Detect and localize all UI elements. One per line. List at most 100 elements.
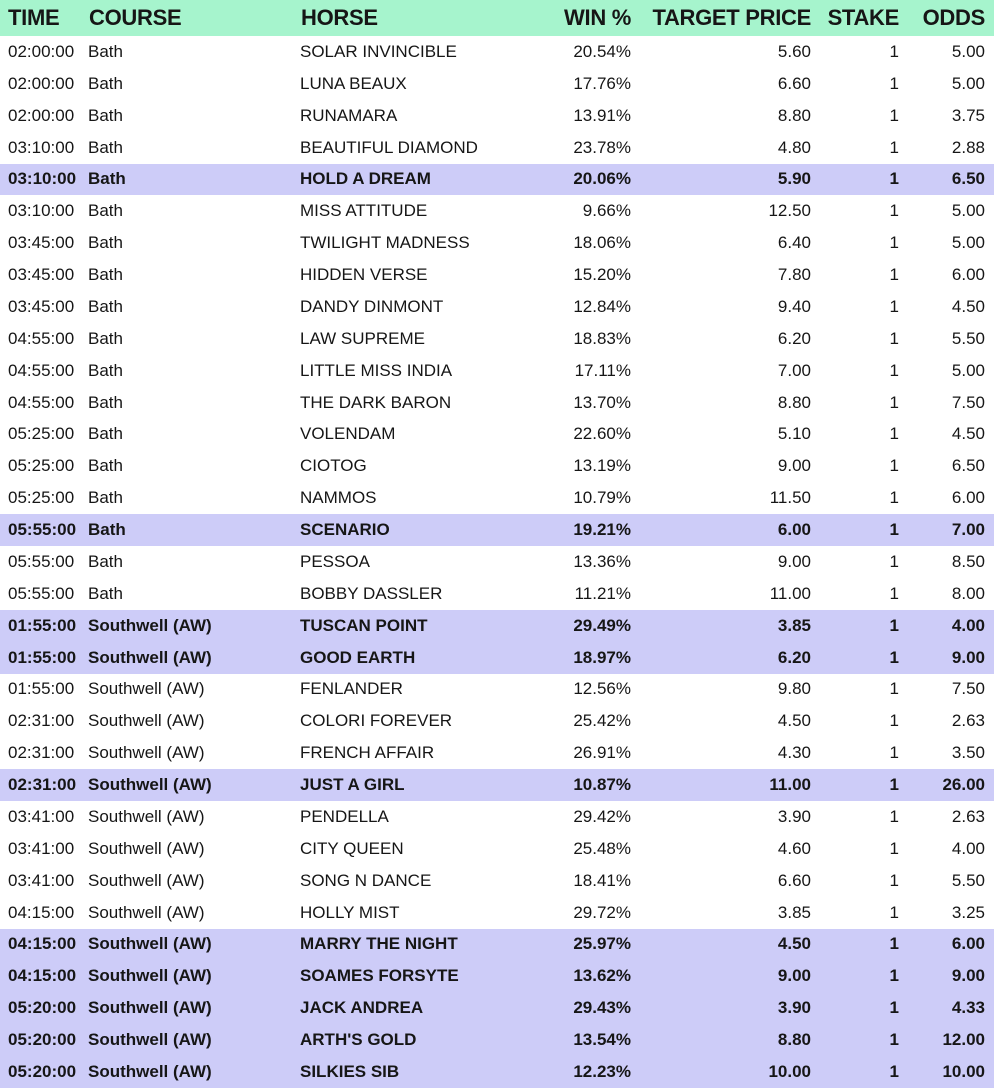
cell-horse[interactable]: ARTH'S GOLD bbox=[300, 1030, 417, 1050]
cell-horse[interactable]: BEAUTIFUL DIAMOND bbox=[300, 137, 478, 157]
cell-odds[interactable]: 12.00 bbox=[942, 1030, 985, 1050]
cell-odds[interactable]: 3.50 bbox=[951, 743, 985, 763]
cell-stake[interactable]: 1 bbox=[889, 392, 899, 412]
cell-stake[interactable]: 1 bbox=[889, 520, 899, 540]
cell-horse[interactable]: BOBBY DASSLER bbox=[300, 583, 443, 603]
cell-course[interactable]: Southwell (AW) bbox=[88, 1061, 212, 1081]
cell-target-price[interactable]: 6.60 bbox=[777, 870, 811, 890]
cell-odds[interactable]: 6.00 bbox=[951, 488, 985, 508]
cell-target-price[interactable]: 3.90 bbox=[777, 998, 811, 1018]
cell-time[interactable]: 02:31:00 bbox=[8, 711, 75, 731]
cell-course[interactable]: Southwell (AW) bbox=[88, 998, 212, 1018]
cell-stake[interactable]: 1 bbox=[889, 551, 899, 571]
cell-target-price[interactable]: 7.00 bbox=[777, 360, 811, 380]
cell-stake[interactable]: 1 bbox=[889, 743, 899, 763]
cell-course[interactable]: Bath bbox=[88, 583, 123, 603]
cell-horse[interactable]: MARRY THE NIGHT bbox=[300, 934, 458, 954]
cell-odds[interactable]: 7.50 bbox=[951, 679, 985, 699]
cell-stake[interactable]: 1 bbox=[889, 583, 899, 603]
cell-win-pct[interactable]: 25.42% bbox=[573, 711, 631, 731]
cell-course[interactable]: Southwell (AW) bbox=[88, 647, 212, 667]
cell-target-price[interactable]: 9.00 bbox=[777, 966, 811, 986]
cell-horse[interactable]: GOOD EARTH bbox=[300, 647, 416, 667]
cell-win-pct[interactable]: 20.54% bbox=[573, 41, 631, 61]
cell-stake[interactable]: 1 bbox=[889, 870, 899, 890]
cell-time[interactable]: 03:10:00 bbox=[8, 137, 75, 157]
cell-stake[interactable]: 1 bbox=[889, 296, 899, 316]
cell-time[interactable]: 02:31:00 bbox=[8, 743, 75, 763]
cell-time[interactable]: 02:31:00 bbox=[8, 775, 77, 795]
cell-odds[interactable]: 8.50 bbox=[951, 551, 985, 571]
cell-horse[interactable]: TUSCAN POINT bbox=[300, 615, 428, 635]
cell-win-pct[interactable]: 25.48% bbox=[573, 838, 631, 858]
cell-win-pct[interactable]: 12.84% bbox=[573, 296, 631, 316]
cell-horse[interactable]: JACK ANDREA bbox=[300, 998, 424, 1018]
cell-horse[interactable]: HOLLY MIST bbox=[300, 902, 400, 922]
cell-horse[interactable]: DANDY DINMONT bbox=[300, 296, 444, 316]
cell-stake[interactable]: 1 bbox=[889, 201, 899, 221]
cell-win-pct[interactable]: 23.78% bbox=[573, 137, 631, 157]
cell-target-price[interactable]: 9.80 bbox=[777, 679, 811, 699]
cell-course[interactable]: Southwell (AW) bbox=[88, 743, 205, 763]
cell-course[interactable]: Southwell (AW) bbox=[88, 934, 212, 954]
cell-win-pct[interactable]: 9.66% bbox=[582, 201, 631, 221]
cell-time[interactable]: 03:41:00 bbox=[8, 806, 75, 826]
cell-win-pct[interactable]: 29.49% bbox=[573, 615, 631, 635]
cell-win-pct[interactable]: 13.19% bbox=[573, 456, 631, 476]
col-header-target-price[interactable]: TARGET PRICE bbox=[652, 5, 811, 30]
cell-odds[interactable]: 2.88 bbox=[951, 137, 985, 157]
cell-course[interactable]: Bath bbox=[88, 201, 123, 221]
cell-time[interactable]: 03:45:00 bbox=[8, 233, 75, 253]
cell-time[interactable]: 03:45:00 bbox=[8, 265, 75, 285]
col-header-win-pct[interactable]: WIN % bbox=[564, 5, 631, 30]
cell-time[interactable]: 04:55:00 bbox=[8, 392, 75, 412]
cell-odds[interactable]: 5.00 bbox=[951, 360, 985, 380]
cell-target-price[interactable]: 4.30 bbox=[777, 743, 811, 763]
cell-target-price[interactable]: 3.90 bbox=[777, 806, 811, 826]
cell-horse[interactable]: SOLAR INVINCIBLE bbox=[300, 41, 457, 61]
cell-horse[interactable]: HIDDEN VERSE bbox=[300, 265, 428, 285]
cell-target-price[interactable]: 4.80 bbox=[777, 137, 811, 157]
cell-target-price[interactable]: 8.80 bbox=[777, 1030, 811, 1050]
cell-horse[interactable]: FENLANDER bbox=[300, 679, 403, 699]
cell-time[interactable]: 02:00:00 bbox=[8, 41, 75, 61]
cell-target-price[interactable]: 8.80 bbox=[777, 105, 811, 125]
cell-horse[interactable]: JUST A GIRL bbox=[300, 775, 405, 795]
cell-time[interactable]: 05:20:00 bbox=[8, 1061, 77, 1081]
cell-course[interactable]: Bath bbox=[88, 392, 123, 412]
cell-time[interactable]: 01:55:00 bbox=[8, 615, 77, 635]
cell-horse[interactable]: LUNA BEAUX bbox=[300, 73, 407, 93]
cell-horse[interactable]: HOLD A DREAM bbox=[300, 169, 431, 189]
cell-odds[interactable]: 6.50 bbox=[951, 169, 985, 189]
cell-stake[interactable]: 1 bbox=[889, 169, 899, 189]
cell-odds[interactable]: 7.00 bbox=[951, 520, 985, 540]
cell-target-price[interactable]: 3.85 bbox=[777, 902, 811, 922]
cell-win-pct[interactable]: 18.83% bbox=[573, 328, 631, 348]
cell-stake[interactable]: 1 bbox=[889, 73, 899, 93]
cell-target-price[interactable]: 7.80 bbox=[777, 265, 811, 285]
cell-course[interactable]: Bath bbox=[88, 488, 123, 508]
cell-horse[interactable]: LITTLE MISS INDIA bbox=[300, 360, 453, 380]
cell-course[interactable]: Southwell (AW) bbox=[88, 1030, 212, 1050]
cell-horse[interactable]: TWILIGHT MADNESS bbox=[300, 233, 470, 253]
cell-horse[interactable]: THE DARK BARON bbox=[300, 392, 452, 412]
cell-course[interactable]: Southwell (AW) bbox=[88, 966, 212, 986]
cell-win-pct[interactable]: 29.42% bbox=[573, 806, 631, 826]
cell-course[interactable]: Southwell (AW) bbox=[88, 615, 212, 635]
cell-stake[interactable]: 1 bbox=[889, 424, 899, 444]
cell-win-pct[interactable]: 12.23% bbox=[573, 1061, 631, 1081]
cell-horse[interactable]: SOAMES FORSYTE bbox=[300, 966, 459, 986]
cell-stake[interactable]: 1 bbox=[889, 679, 899, 699]
cell-course[interactable]: Bath bbox=[88, 169, 126, 189]
cell-target-price[interactable]: 4.60 bbox=[777, 838, 811, 858]
cell-time[interactable]: 03:45:00 bbox=[8, 296, 75, 316]
col-header-time[interactable]: TIME bbox=[8, 5, 60, 30]
cell-horse[interactable]: COLORI FOREVER bbox=[300, 711, 453, 731]
cell-win-pct[interactable]: 29.72% bbox=[573, 902, 631, 922]
cell-course[interactable]: Bath bbox=[88, 360, 123, 380]
cell-stake[interactable]: 1 bbox=[889, 265, 899, 285]
cell-course[interactable]: Bath bbox=[88, 105, 123, 125]
cell-horse[interactable]: SCENARIO bbox=[300, 520, 390, 540]
cell-win-pct[interactable]: 15.20% bbox=[573, 265, 631, 285]
cell-target-price[interactable]: 11.00 bbox=[769, 583, 811, 603]
